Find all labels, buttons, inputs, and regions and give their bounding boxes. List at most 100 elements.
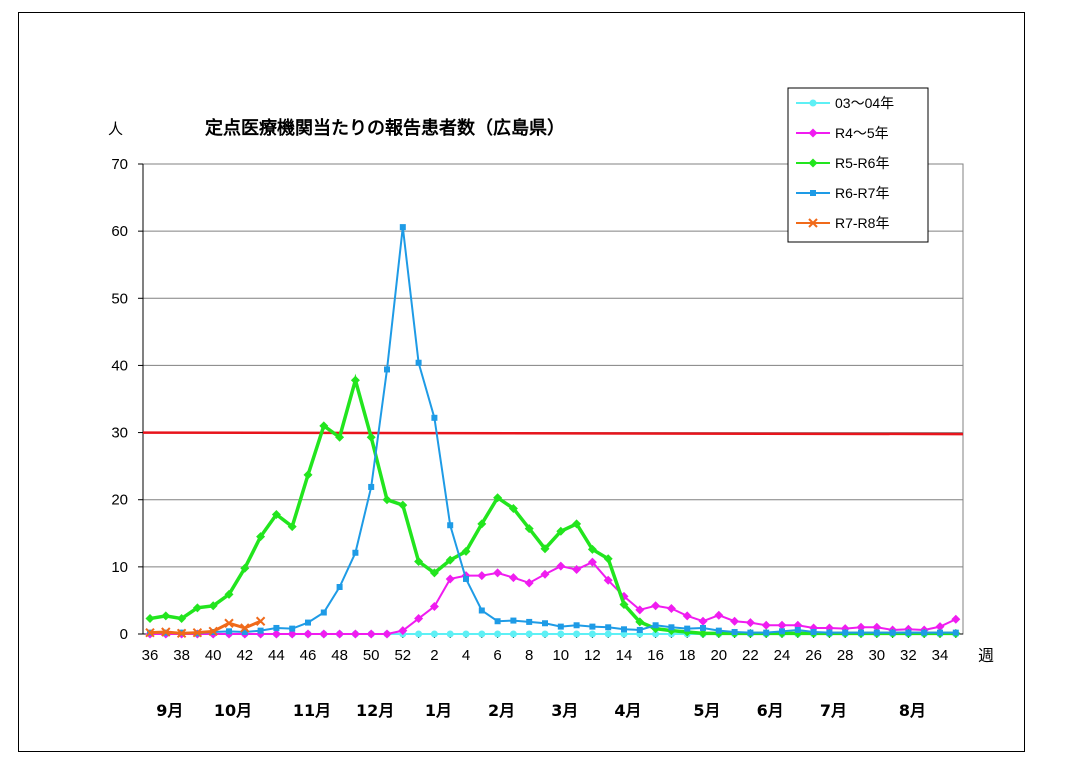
y-tick-label: 10 [111,559,128,576]
data-point [273,624,280,631]
x-tick-label: 50 [363,647,380,664]
data-point [226,628,232,635]
month-label: 7月 [820,701,847,720]
chart-title: 定点医療機関当たりの報告患者数（広島県） [205,117,565,139]
data-point [445,555,455,565]
x-tick-label: 22 [742,647,759,664]
data-point [415,630,423,638]
data-point [287,629,297,639]
data-point [603,554,613,564]
legend-label: R4〜5年 [835,125,889,141]
month-label: 9月 [156,701,183,720]
series-2 [145,373,961,638]
data-point [303,470,313,480]
data-point [494,630,502,638]
data-point [666,603,676,613]
series-1 [145,557,961,639]
data-point [588,630,596,638]
x-tick-label: 34 [932,647,949,664]
data-point [636,626,643,633]
data-point [556,526,566,536]
data-point [951,614,961,624]
legend-marker [810,190,816,196]
data-point [145,614,155,624]
series-line [149,619,262,635]
data-point [350,375,360,385]
data-point [509,630,517,638]
x-tick-label: 6 [493,647,501,664]
data-point [240,563,250,573]
data-point [619,599,629,609]
data-point [777,620,787,630]
x-tick-label: 42 [236,647,253,664]
x-tick-label: 14 [616,647,633,664]
data-point [192,603,202,613]
data-point [256,532,266,542]
y-axis-label: 人 [108,121,123,138]
y-tick-label: 60 [111,223,128,240]
data-point [826,629,833,636]
data-point [652,630,660,638]
legend-label: R5-R6年 [835,155,889,171]
x-tick-label: 8 [525,647,533,664]
data-point [429,601,439,611]
x-tick-label: 24 [774,647,791,664]
data-point [587,544,597,554]
data-point [779,628,785,635]
data-point [556,561,566,571]
series-line [150,560,957,635]
data-point [747,629,754,636]
month-label: 11月 [293,701,331,720]
data-point [526,618,533,625]
data-point [463,575,469,582]
data-point [668,624,675,631]
month-label: 3月 [551,701,578,720]
data-point [508,573,518,583]
data-point [858,629,864,636]
x-tick-label: 10 [552,647,569,664]
x-tick-label: 30 [868,647,885,664]
data-point [177,614,187,624]
data-point [192,627,203,638]
chart-frame [18,12,1025,752]
data-point [635,617,645,627]
data-point [399,224,406,231]
data-point [446,630,454,638]
month-label: 10月 [214,701,252,720]
data-point [905,629,912,636]
data-point [573,630,581,638]
data-point [684,625,691,632]
data-point [761,620,771,630]
data-point [745,618,755,628]
data-point [493,568,503,578]
data-point [524,524,534,534]
data-point [604,630,612,638]
data-point [621,626,627,633]
data-point [414,556,424,566]
data-point [208,626,218,637]
x-tick-label: 12 [584,647,601,664]
data-point [208,601,218,611]
series-4 [145,616,266,639]
legend: 03〜04年 R4〜5年 R5-R6年 R6-R7年 R7-R8年 [787,87,929,243]
data-point [652,622,659,629]
x-tick-label: 46 [300,647,317,664]
data-point [525,630,533,638]
data-point [573,622,580,629]
data-point [478,607,485,614]
data-point [241,628,248,635]
data-point [589,623,596,630]
x-tick-label: 18 [679,647,696,664]
y-tick-label: 50 [111,290,128,307]
month-label: 1月 [425,701,452,720]
data-point [540,544,550,554]
data-point [540,569,550,579]
series-line [149,373,956,636]
data-point [430,630,438,638]
month-label: 4月 [614,701,641,720]
data-point [572,565,582,575]
data-point [715,627,722,634]
data-point [319,421,329,431]
data-point [240,623,250,633]
